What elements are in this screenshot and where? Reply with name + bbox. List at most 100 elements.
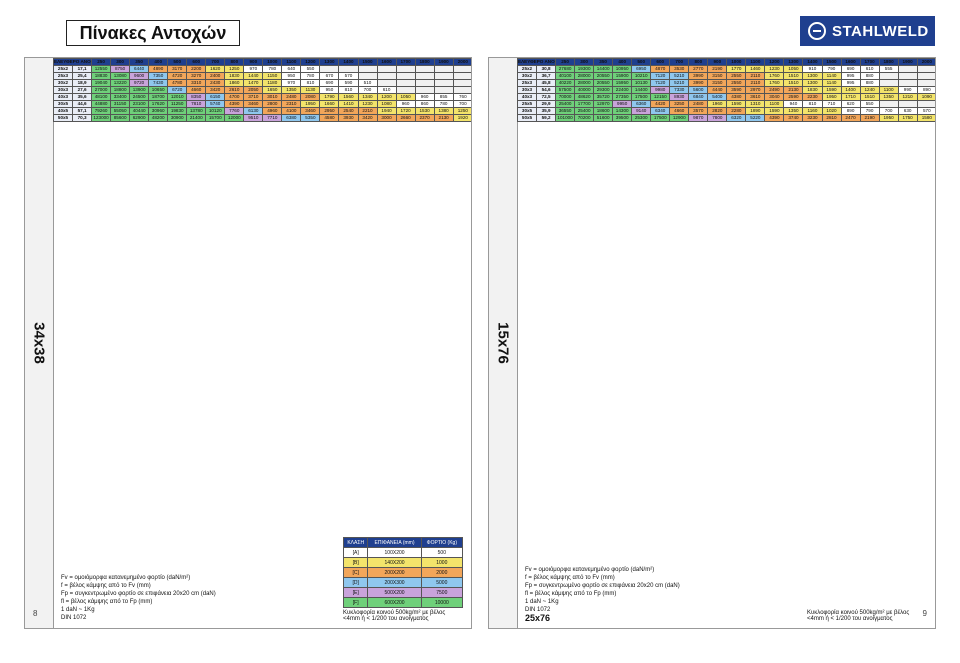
- load-cell: 6840: [688, 93, 709, 101]
- load-cell: 950: [319, 86, 340, 94]
- weight-cell: 30,8: [536, 65, 557, 73]
- span-column-header: 1600: [840, 58, 861, 66]
- class-header-cell: ΕΠΙΦΑΝΕΙΑ (mm): [367, 537, 422, 548]
- load-cell: 1080: [376, 100, 397, 108]
- weight-cell: 59,2: [536, 114, 557, 122]
- load-cell: 19040: [91, 79, 112, 87]
- load-cell: 4390: [764, 114, 785, 122]
- load-cell: [376, 79, 397, 87]
- load-cell: [897, 72, 918, 80]
- load-cell: 1100: [764, 100, 785, 108]
- class-cell: 200X300: [367, 577, 422, 588]
- load-cell: 15950: [612, 79, 633, 87]
- load-cell: 39500: [612, 114, 633, 122]
- load-cell: [395, 65, 416, 73]
- span-column-header: 500: [631, 58, 652, 66]
- span-column-header: 1200: [300, 58, 321, 66]
- load-cell: 1350: [281, 86, 302, 94]
- load-cell: 5740: [205, 100, 226, 108]
- load-cell: 1020: [821, 107, 842, 115]
- load-cell: 11250: [167, 100, 188, 108]
- load-cell: 2550: [726, 79, 747, 87]
- load-cell: [452, 86, 471, 94]
- bar-size-cell: 40x3: [53, 93, 74, 101]
- load-cell: 7120: [650, 72, 671, 80]
- load-cell: 5600: [688, 86, 709, 94]
- class-cell: 200X200: [367, 567, 422, 578]
- load-cell: 17500: [631, 93, 652, 101]
- load-cell: 3460: [300, 107, 321, 115]
- load-cell: 700: [357, 86, 378, 94]
- load-cell: 620: [840, 100, 861, 108]
- load-cell: 1590: [821, 86, 842, 94]
- load-cell: 1710: [840, 93, 861, 101]
- left-page: 34x38 ΕΛΕΥΘΕΡΟ ΑΝΟΙΓΜΑ250300350400500600…: [24, 57, 472, 629]
- class-cell: 1000: [420, 557, 464, 568]
- weight-cell: 36,7: [536, 72, 557, 80]
- load-cell: 940: [783, 100, 804, 108]
- load-cell: 1140: [821, 72, 842, 80]
- load-cell: 36550: [555, 107, 576, 115]
- load-cell: [897, 100, 918, 108]
- bar-size-cell: 25x5: [517, 100, 538, 108]
- load-cell: [433, 79, 454, 87]
- load-cell: 7710: [262, 114, 283, 122]
- load-cell: 12900: [669, 114, 690, 122]
- bar-size-cell: 30x2: [53, 79, 74, 87]
- load-cell: 40220: [555, 79, 576, 87]
- load-cell: 25400: [555, 100, 576, 108]
- class-cell: 2000: [420, 567, 464, 578]
- load-cell: 1160: [802, 107, 823, 115]
- span-column-header: 350: [593, 58, 614, 66]
- span-column-header: 400: [612, 58, 633, 66]
- load-cell: 2210: [357, 107, 378, 115]
- load-cell: 17700: [574, 100, 595, 108]
- table-row: 30x5 35,9 36550 25400 18600 14300 9140 6340 4660…: [517, 107, 935, 115]
- load-cell: [897, 65, 918, 73]
- load-cell: 1250: [224, 65, 245, 73]
- load-cell: 890: [916, 86, 935, 94]
- span-column-header: 600: [650, 58, 671, 66]
- class-row: [E] 500X200 7500: [342, 587, 464, 598]
- load-cell: [414, 72, 435, 80]
- load-cell: 12970: [593, 100, 614, 108]
- load-cell: 3150: [707, 72, 728, 80]
- load-cell: 1090: [916, 93, 935, 101]
- load-cell: 40100: [555, 72, 576, 80]
- load-cell: 17500: [650, 114, 671, 122]
- span-column-header: 1500: [821, 58, 842, 66]
- load-cell: 21400: [186, 114, 207, 122]
- table-row: 25x3 25,4 18830 13080 9600 7350 4720 3270 2400 18…: [53, 72, 471, 80]
- table-row: 25x2 30,8 27680 19300 14400 10950 6950 4870 3530…: [517, 65, 935, 73]
- load-cell: 710: [821, 100, 842, 108]
- left-table-wrap: ΕΛΕΥΘΕΡΟ ΑΝΟΙΓΜΑ250300350400500600700800…: [53, 58, 471, 628]
- load-cell: 2400: [205, 72, 226, 80]
- span-column-header: 700: [205, 58, 226, 66]
- load-cell: 6320: [726, 114, 747, 122]
- load-cell: [357, 72, 378, 80]
- load-cell: 12010: [167, 93, 188, 101]
- load-cell: 3740: [783, 114, 804, 122]
- load-cell: 12550: [91, 65, 112, 73]
- table-row: 50x5 59,2 101000 70200 51600 39500 25300 17500 1…: [517, 114, 935, 122]
- span-column-header: 800: [688, 58, 709, 66]
- load-cell: [916, 100, 935, 108]
- load-cell: 810: [338, 86, 359, 94]
- load-cell: 995: [840, 79, 861, 87]
- load-cell: 1180: [262, 79, 283, 87]
- load-cell: 19300: [574, 65, 595, 73]
- load-cell: 18800: [110, 86, 131, 94]
- load-cell: 18700: [148, 93, 169, 101]
- load-cell: 9140: [631, 107, 652, 115]
- load-cell: 855: [433, 93, 454, 101]
- class-note: Κυκλοφορία κοινού 500kg/m² με βέλος <4mm…: [807, 610, 910, 622]
- bar-size-cell: 50x5: [53, 114, 74, 122]
- weight-cell: 35,9: [536, 107, 557, 115]
- span-column-header: 500: [167, 58, 188, 66]
- load-cell: 2080: [300, 93, 321, 101]
- bar-size-cell: 40x5: [53, 107, 74, 115]
- legend-line: f = βέλος κάμψης από το Fv (mm): [525, 575, 615, 581]
- weight-cell: 25,4: [72, 72, 93, 80]
- weight-cell: 70,3: [72, 114, 93, 122]
- load-cell: 101000: [555, 114, 576, 122]
